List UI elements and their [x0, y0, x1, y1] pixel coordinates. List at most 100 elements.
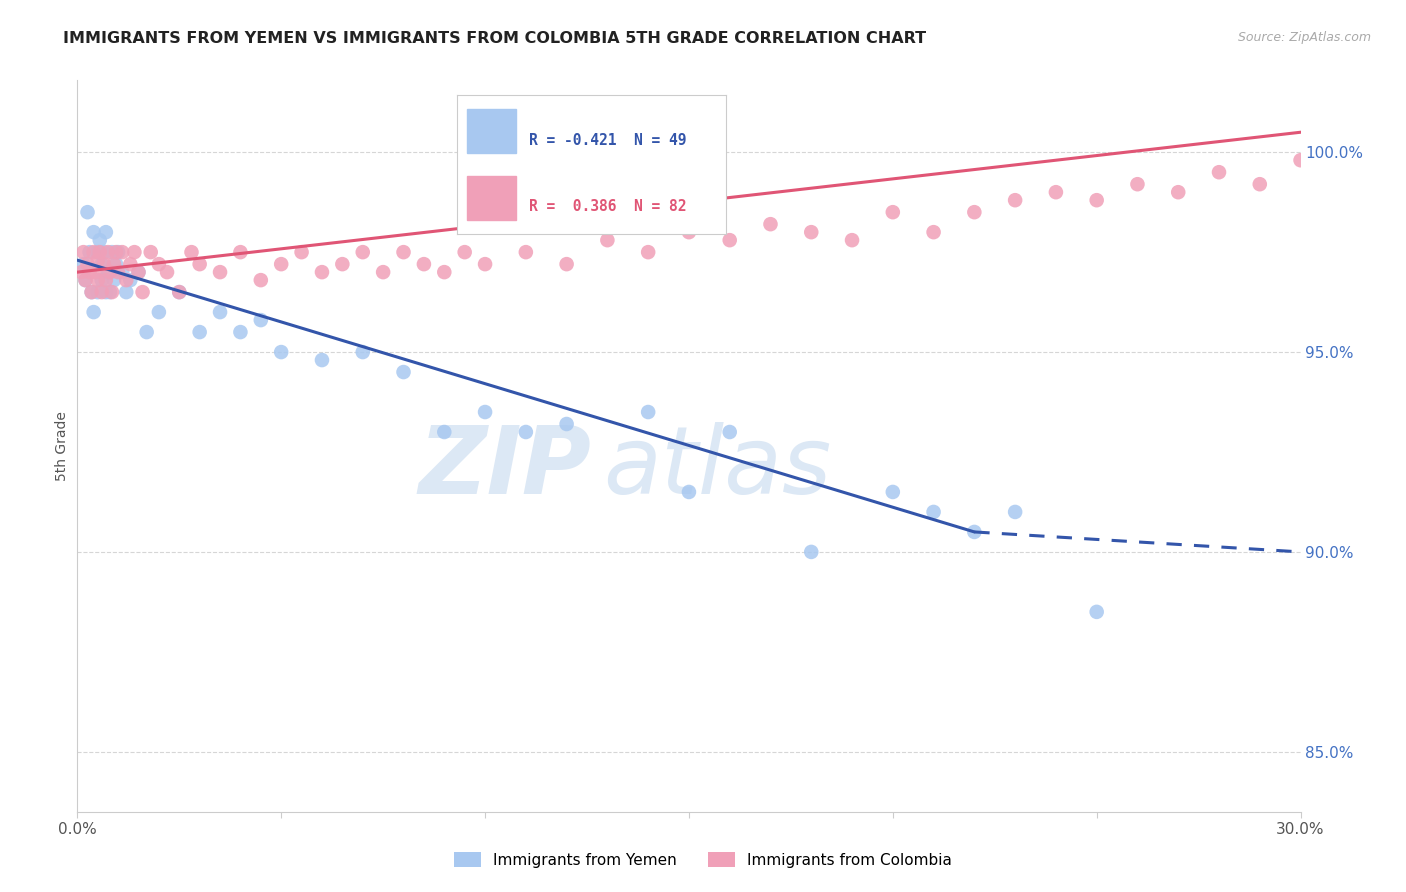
- Point: [515, 425, 537, 439]
- Point: [124, 245, 146, 260]
- Point: [678, 225, 700, 239]
- Point: [98, 265, 121, 279]
- Point: [105, 257, 128, 271]
- Point: [148, 257, 170, 271]
- Point: [208, 305, 231, 319]
- Point: [474, 405, 496, 419]
- Point: [87, 285, 110, 299]
- Point: [1289, 153, 1312, 168]
- Point: [107, 245, 129, 260]
- Point: [103, 273, 125, 287]
- Point: [188, 257, 211, 271]
- Point: [105, 245, 128, 260]
- Point: [637, 405, 659, 419]
- Point: [371, 265, 394, 279]
- Point: [1249, 178, 1271, 192]
- Point: [93, 245, 115, 260]
- Text: Source: ZipAtlas.com: Source: ZipAtlas.com: [1237, 31, 1371, 45]
- Point: [352, 245, 374, 260]
- Point: [963, 524, 986, 539]
- Point: [79, 245, 101, 260]
- Point: [1310, 165, 1333, 179]
- Point: [1004, 505, 1026, 519]
- Point: [800, 545, 823, 559]
- Point: [98, 285, 121, 299]
- Point: [718, 425, 741, 439]
- Point: [83, 305, 105, 319]
- Point: [453, 245, 475, 260]
- Point: [208, 265, 231, 279]
- Point: [270, 257, 292, 271]
- Point: [637, 245, 659, 260]
- Point: [311, 353, 333, 368]
- Point: [72, 257, 94, 271]
- Point: [332, 257, 354, 271]
- Point: [555, 417, 578, 431]
- Point: [101, 285, 124, 299]
- Point: [311, 265, 333, 279]
- Point: [148, 305, 170, 319]
- Point: [392, 245, 415, 260]
- Point: [120, 257, 142, 271]
- Point: [127, 265, 149, 279]
- Point: [1085, 193, 1108, 207]
- Y-axis label: 5th Grade: 5th Grade: [55, 411, 69, 481]
- Point: [1167, 185, 1189, 199]
- Point: [90, 285, 112, 299]
- Point: [882, 205, 904, 219]
- Point: [87, 273, 110, 287]
- Point: [107, 265, 129, 279]
- Text: ZIP: ZIP: [418, 422, 591, 514]
- Point: [1391, 165, 1406, 179]
- Point: [103, 257, 125, 271]
- Point: [70, 265, 93, 279]
- Point: [515, 245, 537, 260]
- Point: [90, 273, 112, 287]
- Point: [169, 285, 191, 299]
- Legend: Immigrants from Yemen, Immigrants from Colombia: Immigrants from Yemen, Immigrants from C…: [447, 846, 959, 873]
- Point: [90, 257, 112, 271]
- Point: [76, 205, 98, 219]
- Point: [392, 365, 415, 379]
- Point: [83, 225, 105, 239]
- Point: [250, 273, 273, 287]
- Point: [115, 273, 138, 287]
- Point: [250, 313, 273, 327]
- Point: [111, 245, 134, 260]
- Point: [1350, 153, 1372, 168]
- Point: [759, 217, 782, 231]
- Point: [75, 273, 97, 287]
- Point: [882, 485, 904, 500]
- Point: [97, 265, 120, 279]
- Point: [127, 265, 149, 279]
- Point: [156, 265, 179, 279]
- Point: [169, 285, 191, 299]
- Point: [433, 425, 456, 439]
- Point: [180, 245, 202, 260]
- Point: [413, 257, 436, 271]
- Point: [229, 325, 252, 339]
- Point: [120, 273, 142, 287]
- Point: [188, 325, 211, 339]
- Point: [115, 285, 138, 299]
- Point: [1330, 145, 1353, 160]
- Point: [97, 245, 120, 260]
- Point: [841, 233, 863, 247]
- Point: [290, 245, 312, 260]
- Point: [79, 265, 101, 279]
- Point: [80, 285, 103, 299]
- Point: [1085, 605, 1108, 619]
- Point: [75, 273, 97, 287]
- Point: [718, 233, 741, 247]
- Point: [131, 285, 153, 299]
- Point: [139, 245, 162, 260]
- Point: [94, 285, 117, 299]
- Point: [89, 245, 111, 260]
- Point: [474, 257, 496, 271]
- Point: [229, 245, 252, 260]
- Point: [89, 233, 111, 247]
- Point: [80, 285, 103, 299]
- Point: [1126, 178, 1149, 192]
- Point: [94, 225, 117, 239]
- Point: [111, 265, 134, 279]
